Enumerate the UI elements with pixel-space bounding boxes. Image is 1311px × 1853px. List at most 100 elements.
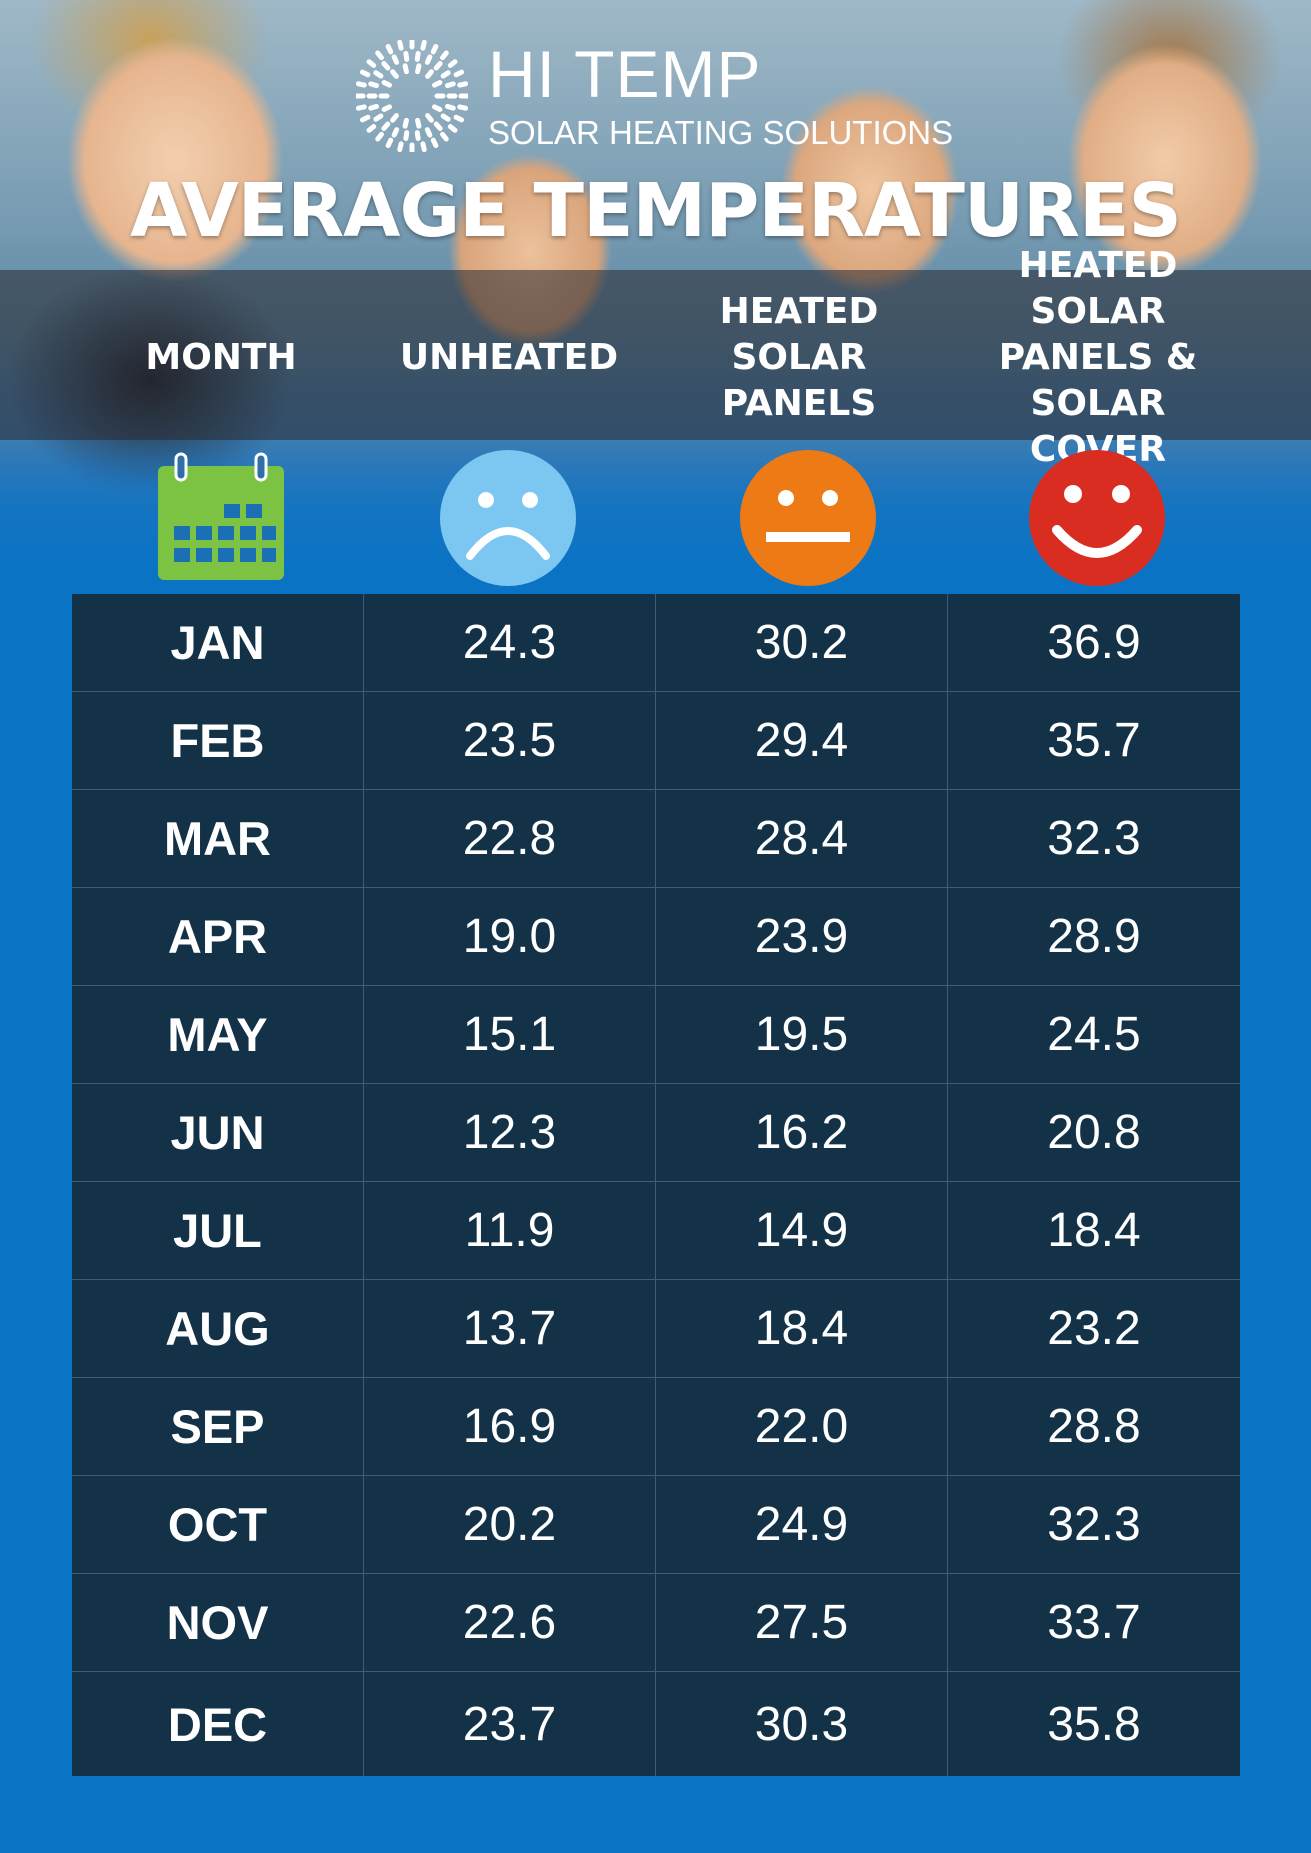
logo-ray bbox=[381, 121, 391, 131]
solar-cover-cell: 32.3 bbox=[1047, 1498, 1141, 1551]
logo-ray bbox=[430, 43, 439, 55]
unheated-cell: 12.3 bbox=[364, 1084, 656, 1181]
solar-panels-cell: 23.9 bbox=[656, 888, 948, 985]
logo-ray bbox=[373, 70, 384, 79]
unheated-cell: 22.8 bbox=[364, 790, 656, 887]
unheated-cell: 13.7 bbox=[364, 1280, 656, 1377]
solar-cover-cell: 35.7 bbox=[1047, 714, 1141, 767]
solar-panels-cell: 14.9 bbox=[656, 1182, 948, 1279]
logo-ray bbox=[440, 50, 449, 61]
logo-ray bbox=[432, 80, 443, 88]
solar-cover-cell: 23.2 bbox=[1047, 1302, 1141, 1355]
logo-ray bbox=[403, 130, 410, 142]
solar-panels-cell: 24.9 bbox=[656, 1476, 948, 1573]
month-cell: MAR bbox=[72, 790, 364, 887]
table-row: SEP 16.9 22.0 28.8 bbox=[72, 1378, 1240, 1476]
logo-ray bbox=[375, 131, 384, 142]
table-row: FEB 23.5 29.4 35.7 bbox=[72, 692, 1240, 790]
solar-panels-cell: 28.4 bbox=[656, 790, 948, 887]
unheated-cell: 19.0 bbox=[364, 888, 656, 985]
logo-ray bbox=[368, 81, 379, 89]
logo-ray bbox=[390, 113, 399, 123]
logo-ray bbox=[432, 104, 443, 112]
logo-ray bbox=[381, 80, 392, 88]
solar-panels-cell: 29.4 bbox=[656, 692, 948, 789]
column-header-solar-cover-line1: HEATED SOLAR bbox=[1018, 245, 1178, 332]
table-row: DEC 23.7 30.3 35.8 bbox=[72, 1672, 1240, 1776]
logo-ray bbox=[433, 121, 443, 131]
table-row: OCT 20.2 24.9 32.3 bbox=[72, 1476, 1240, 1574]
unheated-cell: 23.7 bbox=[364, 1672, 656, 1776]
solar-panels-cell: 19.5 bbox=[656, 986, 948, 1083]
temperature-table: JAN 24.3 30.2 36.9 FEB 23.5 29.4 35.7 MAR 22.8 28.… bbox=[72, 594, 1240, 1776]
column-header-unheated: UNHEATED bbox=[369, 288, 649, 428]
solar-panels-cell: 18.4 bbox=[656, 1280, 948, 1377]
logo-ray bbox=[415, 63, 422, 75]
logo-ray bbox=[385, 137, 394, 149]
logo-ray bbox=[366, 59, 377, 68]
unheated-cell: 15.1 bbox=[364, 986, 656, 1083]
month-cell: MAY bbox=[72, 986, 364, 1083]
month-cell: NOV bbox=[72, 1574, 364, 1671]
table-row: APR 19.0 23.9 28.9 bbox=[72, 888, 1240, 986]
solar-cover-cell: 28.9 bbox=[1047, 910, 1141, 963]
logo-ray bbox=[403, 50, 410, 62]
logo-ray bbox=[366, 124, 377, 133]
logo-ray bbox=[453, 114, 465, 123]
month-cell: OCT bbox=[72, 1476, 364, 1573]
solar-panels-cell: 30.2 bbox=[656, 594, 948, 691]
solar-panels-cell: 30.3 bbox=[656, 1672, 948, 1776]
logo-ray bbox=[420, 141, 427, 152]
page-title: AVERAGE TEMPERATURES bbox=[130, 168, 1182, 254]
logo-ray bbox=[445, 103, 456, 111]
solar-cover-cell: 35.8 bbox=[1047, 1697, 1141, 1751]
unheated-cell: 11.9 bbox=[364, 1182, 656, 1279]
column-header-month: MONTH bbox=[81, 288, 361, 428]
solar-cover-cell: 18.4 bbox=[1047, 1204, 1141, 1257]
brand-name: HI TEMP bbox=[488, 37, 762, 111]
solar-panels-cell: 16.2 bbox=[656, 1084, 948, 1181]
sun-logo-icon bbox=[356, 40, 468, 152]
month-cell: JUN bbox=[72, 1084, 364, 1181]
table-row: MAY 15.1 19.5 24.5 bbox=[72, 986, 1240, 1084]
logo-ray bbox=[359, 69, 371, 78]
table-row: AUG 13.7 18.4 23.2 bbox=[72, 1280, 1240, 1378]
unheated-cell: 23.5 bbox=[364, 692, 656, 789]
unheated-cell: 16.9 bbox=[364, 1378, 656, 1475]
logo-ray bbox=[440, 131, 449, 142]
logo-ray bbox=[425, 113, 434, 123]
month-cell: JAN bbox=[72, 594, 364, 691]
neutral-face-icon bbox=[740, 450, 876, 586]
logo-ray bbox=[447, 124, 458, 133]
month-cell: DEC bbox=[72, 1672, 364, 1776]
logo-ray bbox=[397, 141, 404, 152]
column-header-solar-panels-line1: HEATED bbox=[719, 291, 879, 332]
column-header-solar-cover: HEATED SOLAR PANELS & SOLAR COVER bbox=[958, 245, 1238, 470]
solar-cover-cell: 32.3 bbox=[1047, 812, 1141, 865]
solar-cover-cell: 24.5 bbox=[1047, 1008, 1141, 1061]
logo-ray bbox=[385, 43, 394, 55]
sad-face-icon bbox=[440, 450, 576, 586]
unheated-cell: 24.3 bbox=[364, 594, 656, 691]
logo-ray bbox=[402, 117, 409, 129]
logo-ray bbox=[381, 104, 392, 112]
logo-ray bbox=[414, 50, 421, 62]
logo-ray bbox=[457, 81, 468, 88]
logo-ray bbox=[415, 117, 422, 129]
calendar-icon bbox=[158, 452, 284, 580]
table-row: JAN 24.3 30.2 36.9 bbox=[72, 594, 1240, 692]
logo-ray bbox=[433, 61, 443, 71]
column-header-month-label: MONTH bbox=[145, 337, 297, 378]
logo-ray bbox=[356, 81, 367, 88]
month-cell: APR bbox=[72, 888, 364, 985]
solar-cover-cell: 20.8 bbox=[1047, 1106, 1141, 1159]
column-header-solar-cover-line2: PANELS & bbox=[998, 337, 1198, 378]
month-cell: FEB bbox=[72, 692, 364, 789]
logo-ray bbox=[402, 63, 409, 75]
logo-ray bbox=[373, 113, 384, 122]
table-row: JUL 11.9 14.9 18.4 bbox=[72, 1182, 1240, 1280]
table-row: NOV 22.6 27.5 33.7 bbox=[72, 1574, 1240, 1672]
solar-cover-cell: 33.7 bbox=[1047, 1596, 1141, 1649]
logo-ray bbox=[420, 40, 427, 51]
